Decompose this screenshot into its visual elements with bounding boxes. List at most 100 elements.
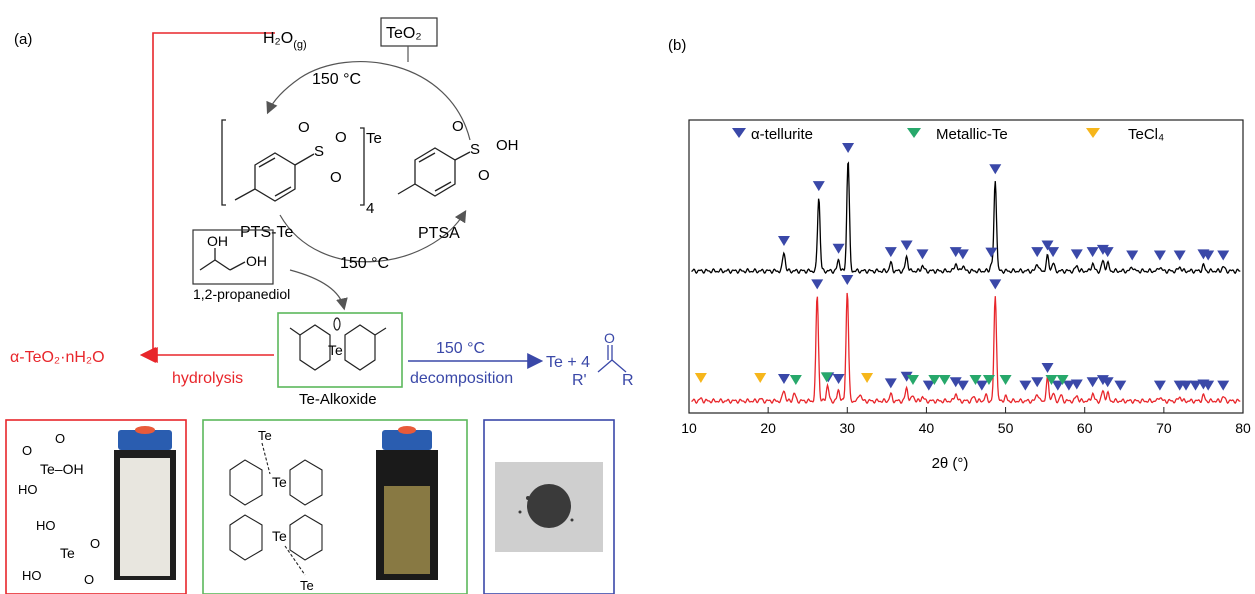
legend-alpha-label: α-tellurite: [751, 126, 813, 143]
box1-o3: O: [90, 536, 100, 551]
alpha-peak-marker: [884, 247, 897, 258]
alpha-peak-marker: [811, 279, 824, 290]
pts-o3: O: [335, 129, 347, 146]
reaction-scheme: (a) H₂O(g) TeO₂ 150 °C 150 °C S O O O Te…: [5, 17, 634, 594]
teo2-label: TeO₂: [386, 25, 422, 42]
temp-decomp: 150 °C: [436, 340, 485, 357]
x-tick-label: 20: [760, 420, 776, 436]
pts-te-structure: [221, 119, 365, 206]
xrd-chart: (b) α-tellurite Metallic-Te TeCl₄ 10 20 30…: [668, 37, 1251, 472]
alpha-peak-marker: [812, 181, 825, 192]
propanediol-oh2: OH: [246, 253, 267, 269]
series-layer: [691, 161, 1241, 405]
hydrolysis-arrow-path: [139, 32, 275, 363]
alpha-peak-marker: [1217, 250, 1230, 261]
panel-b-label: (b): [668, 37, 686, 54]
propanediol-structure: [199, 248, 246, 271]
alpha-peak-marker: [1051, 380, 1064, 391]
box2-te-bottom: Te: [300, 578, 314, 593]
metallic-peak-marker: [1056, 375, 1069, 385]
legend-alpha-marker: [732, 128, 746, 138]
pts-subscript-4: 4: [366, 200, 374, 217]
box1-ho3: HO: [22, 568, 42, 583]
pts-o1: O: [298, 119, 310, 136]
alpha-peak-marker: [777, 374, 790, 384]
ketone-r: R: [622, 372, 634, 389]
pts-te-atom: Te: [366, 130, 382, 147]
plot-frame: [688, 119, 1244, 414]
x-tick-label: 40: [919, 420, 935, 436]
alpha-peak-marker: [832, 374, 845, 384]
cycle-arc-top: [266, 61, 471, 141]
metallic-peak-marker: [789, 375, 802, 385]
marker-layer: [694, 143, 1230, 391]
cycle-arc-bottom: [279, 209, 467, 263]
x-tick-label: 80: [1235, 420, 1251, 436]
ketone-structure: [597, 345, 627, 373]
alpha-peak-marker: [1126, 250, 1139, 261]
x-tick-label: 50: [998, 420, 1014, 436]
metallic-peak-marker: [1045, 375, 1058, 385]
alpha-peak-marker: [1202, 250, 1215, 261]
ptsa-s: S: [470, 141, 480, 158]
box1-ho2: HO: [36, 518, 56, 533]
alpha-peak-marker: [949, 377, 962, 388]
alpha-peak-marker: [956, 380, 969, 391]
alpha-peak-marker: [1202, 380, 1215, 391]
ptsa-o1: O: [452, 118, 464, 135]
propanediol-arrow: [289, 269, 348, 311]
box2-te2: Te: [272, 528, 287, 544]
alpha-peak-marker: [777, 235, 790, 246]
box1-o4: O: [84, 572, 94, 587]
metallic-peak-marker: [820, 372, 833, 383]
tecl4-peak-marker: [754, 373, 767, 383]
x-tick-label: 30: [839, 420, 855, 436]
ptsa-label: PTSA: [418, 225, 460, 242]
alpha-peak-marker: [841, 275, 854, 285]
ptsa-structure: [397, 147, 471, 197]
ptsa-oh: OH: [496, 137, 519, 154]
alpha-peak-marker: [1031, 247, 1044, 258]
alpha-peak-marker: [900, 240, 913, 251]
alpha-peak-marker: [1086, 247, 1099, 258]
alpha-peak-marker: [1217, 380, 1230, 391]
alpha-peak-marker: [985, 247, 998, 258]
propanediol-box: [192, 229, 274, 285]
decomp-product: Te + 4: [546, 354, 590, 371]
alpha-peak-marker: [1114, 380, 1127, 391]
legend-metallic-label: Metallic-Te: [936, 126, 1008, 143]
metallic-peak-marker: [969, 375, 982, 385]
legend-tecl4-label: TeCl₄: [1128, 126, 1164, 143]
alpha-peak-marker: [975, 380, 988, 391]
alpha-peak-marker: [1189, 380, 1202, 391]
metallic-peak-marker: [982, 375, 995, 385]
alkoxide-product-box: [202, 419, 468, 594]
panel-a-label: (a): [14, 31, 32, 48]
temp-bottom: 150 °C: [340, 255, 389, 272]
x-tick-label: 60: [1077, 420, 1093, 436]
x-tick-label: 70: [1156, 420, 1172, 436]
temp-top: 150 °C: [312, 71, 361, 88]
legend-metallic-marker: [907, 128, 921, 138]
x-tick-label: 10: [681, 420, 697, 436]
alpha-peak-marker: [989, 164, 1002, 175]
propanediol-oh1: OH: [207, 233, 228, 249]
metallic-peak-marker: [906, 375, 919, 385]
x-axis: 10 20 30 40 50 60 70 80: [681, 407, 1251, 436]
alpha-peak-marker: [884, 378, 897, 389]
ketone-r-prime: R': [572, 372, 587, 389]
decomposition-product-box: [483, 419, 615, 594]
box1-te-oh: Te–OH: [40, 461, 84, 477]
propanediol-label: 1,2-propanediol: [193, 286, 290, 302]
legend: α-tellurite Metallic-Te TeCl₄: [732, 126, 1164, 143]
water-label: H₂O(g): [263, 30, 307, 51]
alpha-peak-marker: [842, 143, 855, 153]
box1-o1: O: [22, 443, 32, 458]
alpha-peak-marker: [1070, 379, 1083, 390]
alpha-peak-marker: [916, 249, 929, 260]
box1-o2: O: [55, 431, 65, 446]
product-alpha-teo2: α-TeO₂·nH₂O: [10, 349, 105, 366]
alpha-peak-marker: [1062, 380, 1075, 391]
alpha-peak-marker: [922, 380, 935, 391]
metallic-peak-marker: [938, 375, 951, 385]
